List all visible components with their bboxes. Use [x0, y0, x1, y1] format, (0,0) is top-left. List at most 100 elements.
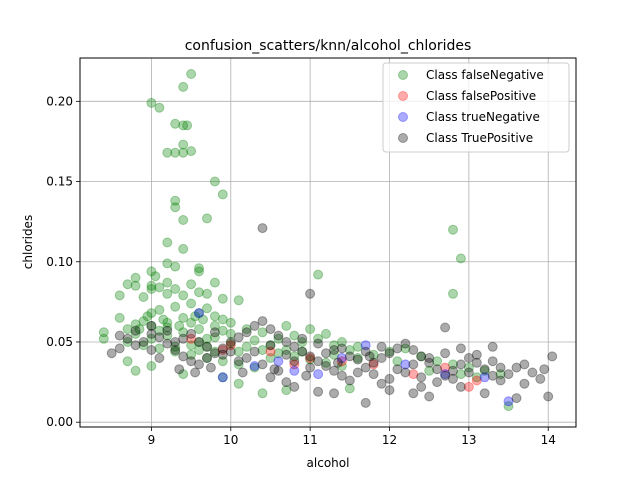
scatter-point — [209, 176, 220, 187]
scatter-point — [202, 353, 212, 363]
scatter-point — [162, 330, 173, 341]
x-tick-label: 12 — [382, 433, 397, 447]
scatter-point — [233, 356, 244, 367]
scatter-point — [194, 263, 204, 274]
scatter-point — [479, 365, 490, 376]
scatter-point — [162, 237, 173, 248]
scatter-point — [114, 330, 125, 341]
legend-label: Class falseNegative — [426, 68, 544, 82]
scatter-point — [329, 340, 339, 351]
scatter-point — [332, 357, 343, 368]
scatter-point — [190, 311, 201, 322]
scatter-point — [217, 189, 228, 200]
scatter-point — [225, 338, 236, 349]
scatter-point — [130, 280, 141, 291]
x-axis-label: alcohol — [307, 456, 350, 470]
scatter-point — [527, 367, 538, 378]
scatter-point — [257, 359, 268, 370]
scatter-point — [416, 381, 427, 392]
scatter-point — [146, 284, 157, 294]
scatter-point — [305, 324, 316, 335]
scatter-point — [162, 277, 173, 288]
scatter-point — [146, 361, 157, 371]
scatter-point — [217, 372, 228, 383]
scatter-point — [170, 301, 181, 312]
scatter-point — [202, 288, 212, 299]
scatter-point — [249, 335, 260, 346]
x-tick-label: 10 — [223, 433, 238, 447]
scatter-point — [440, 322, 451, 333]
scatter-point — [487, 370, 498, 381]
scatter-point — [233, 332, 244, 343]
scatter-point — [487, 341, 498, 352]
scatter-point — [424, 357, 435, 368]
scatter-point — [289, 365, 300, 376]
scatter-point — [313, 338, 324, 349]
scatter-point — [448, 365, 458, 376]
scatter-point — [186, 279, 197, 290]
scatter-point — [400, 343, 411, 354]
scatter-point — [202, 341, 212, 352]
scatter-point — [130, 319, 141, 330]
scatter-point — [471, 349, 482, 360]
scatter-point — [194, 308, 204, 319]
chart-title: confusion_scatters/knn/alcohol_chlorides — [185, 38, 472, 54]
scatter-point — [321, 328, 331, 339]
scatter-point — [547, 351, 558, 362]
scatter-point — [471, 372, 482, 383]
scatter-point — [416, 372, 427, 383]
scatter-point — [225, 346, 236, 357]
scatter-point — [313, 333, 324, 344]
scatter-point — [249, 346, 260, 357]
scatter-point — [289, 381, 300, 392]
scatter-point — [130, 272, 141, 283]
scatter-point — [170, 261, 181, 272]
scatter-point — [186, 328, 197, 339]
scatter-point — [432, 356, 443, 367]
scatter-point — [455, 253, 466, 264]
scatter-point — [265, 324, 276, 335]
scatter-point — [170, 341, 181, 352]
scatter-point — [194, 324, 204, 335]
scatter-point — [170, 345, 181, 355]
scatter-point — [368, 359, 379, 370]
scatter-point — [202, 353, 212, 363]
scatter-point — [305, 351, 316, 362]
scatter-point — [352, 354, 363, 365]
scatter-point — [321, 357, 331, 368]
scatter-point — [384, 373, 395, 384]
scatter-point — [360, 397, 371, 408]
scatter-point — [360, 362, 371, 373]
scatter-point — [519, 378, 530, 389]
scatter-point — [170, 346, 181, 357]
scatter-point — [114, 343, 125, 354]
y-axis-label: chlorides — [21, 215, 35, 269]
scatter-point — [162, 288, 173, 299]
legend-label: Class trueNegative — [426, 110, 540, 124]
scatter-point — [257, 388, 268, 399]
scatter-point — [142, 311, 153, 322]
scatter-point — [194, 337, 204, 347]
scatter-point — [281, 320, 292, 331]
scatter-point — [376, 353, 387, 363]
scatter-point — [205, 362, 216, 373]
scatter-point — [265, 340, 276, 351]
scatter-point — [138, 292, 149, 302]
scatter-point — [352, 353, 363, 363]
scatter-point — [186, 340, 197, 351]
scatter-point — [281, 337, 292, 347]
y-tick-label: 0.15 — [46, 175, 73, 189]
scatter-point — [217, 325, 228, 336]
scatter-point — [392, 343, 403, 354]
scatter-point — [463, 362, 474, 373]
scatter-point — [344, 375, 355, 386]
scatter-point — [233, 295, 244, 306]
scatter-point — [209, 320, 220, 331]
scatter-point — [174, 364, 185, 375]
scatter-point — [432, 377, 443, 388]
scatter-point — [479, 372, 490, 383]
scatter-point — [289, 356, 300, 367]
scatter-point — [233, 378, 244, 389]
scatter-point — [98, 333, 109, 344]
scatter-point — [217, 343, 228, 354]
